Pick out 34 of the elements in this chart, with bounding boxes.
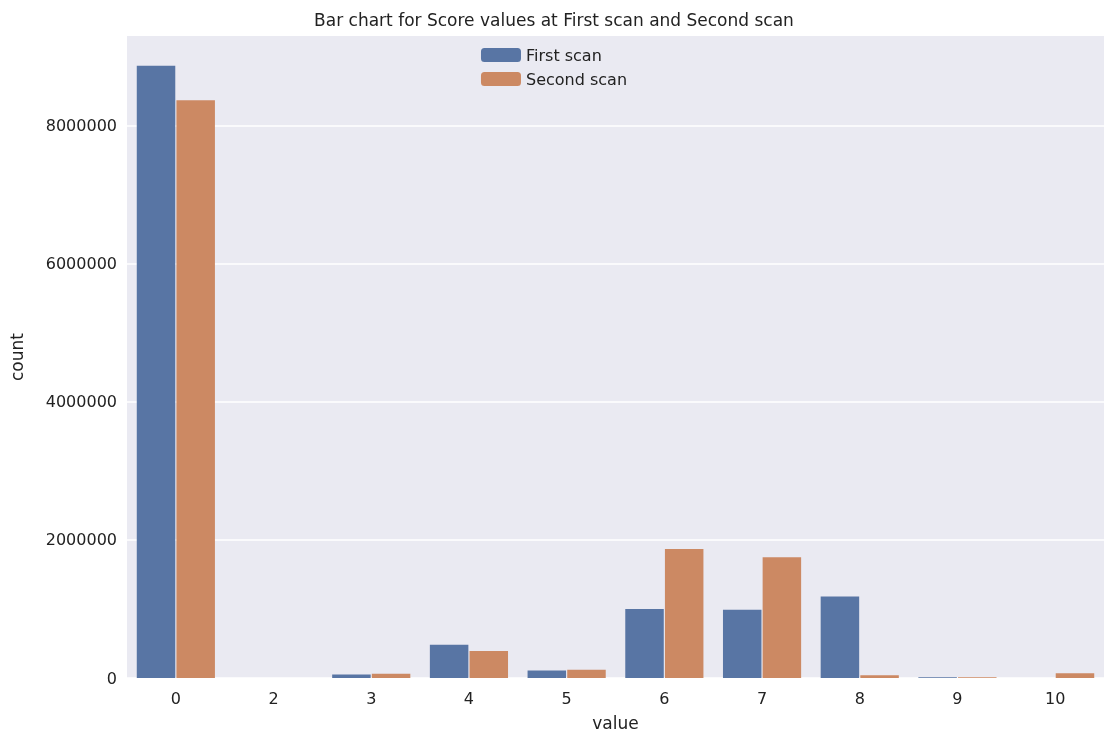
bar xyxy=(527,670,567,678)
y-tick-label: 2000000 xyxy=(45,530,117,550)
y-tick-label: 4000000 xyxy=(45,392,117,412)
bar xyxy=(136,65,176,678)
x-tick-label: 0 xyxy=(170,688,181,708)
bar xyxy=(176,100,215,678)
bar xyxy=(664,548,704,678)
bar xyxy=(820,596,860,678)
bar xyxy=(567,669,606,678)
bar xyxy=(625,608,664,678)
x-tick-label: 9 xyxy=(952,688,963,708)
bar xyxy=(762,557,802,678)
bar xyxy=(469,651,509,678)
x-tick-label: 5 xyxy=(561,688,572,708)
bar xyxy=(722,609,762,678)
x-tick-label: 10 xyxy=(1044,688,1066,708)
y-tick-label: 0 xyxy=(106,668,117,688)
x-tick-label: 8 xyxy=(854,688,865,708)
x-tick-label: 7 xyxy=(756,688,768,708)
bar xyxy=(860,675,899,678)
x-tick-label: 2 xyxy=(268,688,279,708)
chart-title: Bar chart for Score values at First scan and Second scan xyxy=(314,9,794,30)
bar xyxy=(371,673,411,678)
x-axis-title: value xyxy=(592,712,639,733)
x-tick-label: 6 xyxy=(659,688,670,708)
y-tick-label: 8000000 xyxy=(45,116,117,136)
x-tick-label: 3 xyxy=(366,688,377,708)
y-axis-title: count xyxy=(6,332,27,381)
bar xyxy=(1055,673,1095,678)
legend-label: First scan xyxy=(525,45,602,65)
y-tick-label: 6000000 xyxy=(45,254,117,274)
x-tick-label: 4 xyxy=(463,688,475,708)
legend-label: Second scan xyxy=(525,69,628,89)
bar xyxy=(429,644,469,678)
